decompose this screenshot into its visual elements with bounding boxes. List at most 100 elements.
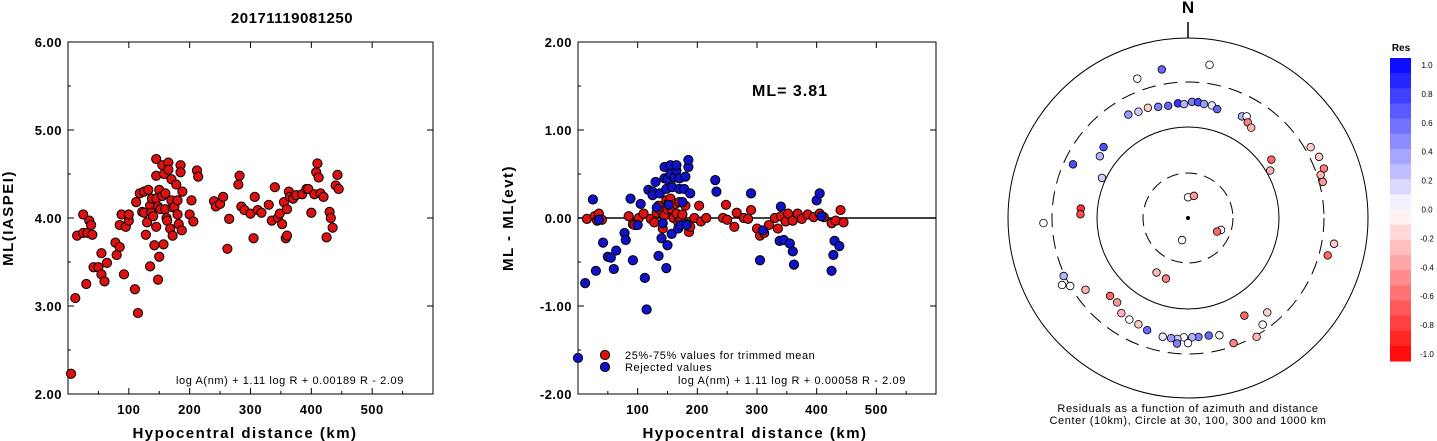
residual-vs-distance-panel: 100 200 300 400 500 -2.00 -1.00 0.00 1.00 2.00 ML… <box>500 35 937 441</box>
station-residual-marker <box>1124 110 1133 119</box>
ml-point <box>114 241 125 253</box>
station-residual-marker <box>1323 251 1332 260</box>
rejected-residual-point <box>663 199 674 210</box>
ml-point <box>163 164 174 175</box>
ml-point <box>141 217 153 228</box>
ml-point <box>87 229 98 240</box>
trimmed-residual-point <box>722 214 733 225</box>
station-residual-marker <box>1252 332 1261 342</box>
station-residual-marker <box>1134 107 1143 116</box>
station-residual-marker <box>1076 210 1085 219</box>
rejected-residual-point <box>632 219 643 231</box>
station-residual-marker <box>1117 308 1126 318</box>
ml-y-tick-label: 6.00 <box>35 35 62 50</box>
station-residual-marker <box>1267 155 1276 164</box>
colorbar-swatch <box>1390 300 1411 317</box>
map-caption-line2: Center (10km), Circle at 30, 100, 300 an… <box>1049 415 1326 427</box>
ml-point <box>172 195 183 206</box>
ml-point <box>81 278 92 290</box>
station-residual-marker <box>1179 99 1189 109</box>
colorbar-swatch <box>1390 315 1411 332</box>
colorbar-tick-label: 0.6 <box>1421 119 1433 128</box>
ring-1000km <box>1007 37 1369 399</box>
residual-x-axis-label: Hypocentral distance (km) <box>642 425 867 441</box>
ml-point <box>131 197 142 208</box>
ml-point <box>248 233 259 244</box>
colorbar-swatch <box>1390 254 1411 271</box>
ml-point <box>99 276 110 287</box>
station-residual-marker <box>1095 152 1105 161</box>
figure-title: 20171119081250 <box>231 10 353 27</box>
ml-point <box>222 243 233 254</box>
trimmed-residual-point <box>838 217 849 228</box>
residual-x-tick-label: 400 <box>805 402 828 417</box>
residual-y-tick-label: 2.00 <box>545 35 572 50</box>
station-residual-marker <box>1112 298 1122 307</box>
station-residual-marker <box>1143 103 1153 112</box>
colorbar-tick-label: 0.4 <box>1421 148 1433 157</box>
station-residual-marker <box>1215 331 1224 340</box>
ml-point <box>149 240 160 251</box>
ring-30km <box>1142 172 1234 264</box>
ml-point <box>332 169 343 180</box>
rejected-residual-point <box>593 214 604 225</box>
ring-100km <box>1096 126 1280 310</box>
station-residual-marker <box>1189 191 1199 201</box>
colorbar-tick-label: -0.6 <box>1420 292 1434 301</box>
station-residual-marker <box>1059 271 1068 281</box>
station-residual-marker <box>1158 332 1167 341</box>
ml-point <box>233 179 244 190</box>
ml-y-tick-label: 2.00 <box>35 387 62 402</box>
rejected-residual-point <box>757 225 769 236</box>
ml-point <box>256 207 267 218</box>
rejected-residual-point <box>754 255 766 266</box>
rejected-residual-point <box>662 240 673 251</box>
colorbar-swatch <box>1390 345 1411 362</box>
rejected-residual-point <box>605 252 616 263</box>
ml-point <box>186 195 197 206</box>
rejected-residual-point <box>627 255 638 266</box>
colorbar-swatch <box>1390 270 1411 286</box>
station-residual-marker <box>1247 123 1256 132</box>
colorbar-swatch <box>1390 148 1411 165</box>
ml-point <box>151 153 162 165</box>
rejected-residual-point <box>580 278 591 289</box>
station-residual-marker <box>1057 280 1067 290</box>
trimmed-residual-point <box>772 223 783 234</box>
ml-point <box>140 229 151 240</box>
colorbar-tick-label: 0.8 <box>1421 90 1433 99</box>
residual-x-tick-label: 500 <box>865 402 888 417</box>
colorbar-tick-label: 0.2 <box>1421 177 1433 186</box>
ml-point <box>281 230 293 241</box>
epicenter-marker <box>1186 216 1190 220</box>
colorbar-tick-label: 0.0 <box>1421 206 1433 215</box>
ml-point <box>274 208 285 219</box>
station-residual-marker <box>1157 65 1167 74</box>
colorbar-swatch <box>1390 194 1411 210</box>
rejected-residual-point <box>620 234 631 246</box>
station-residual-marker <box>1258 320 1267 329</box>
residual-x-tick-label: 300 <box>745 402 768 417</box>
residual-y-axis-label: ML - ML(evt) <box>500 165 517 271</box>
ml-x-tick-label: 500 <box>361 402 384 417</box>
ml-y-axis-label: ML(IASPEI) <box>0 170 17 266</box>
ml-point <box>277 219 288 230</box>
station-residual-marker <box>1161 274 1171 283</box>
rejected-residual-point <box>666 228 677 239</box>
rejected-residual-point <box>680 171 691 182</box>
ml-point <box>175 167 186 178</box>
rejected-residual-point <box>572 352 584 364</box>
rejected-residual-point <box>611 245 622 256</box>
colorbar-swatch <box>1390 330 1411 347</box>
station-residual-marker <box>1205 60 1214 70</box>
ml-point <box>188 216 199 227</box>
rejected-residual-point <box>816 211 827 222</box>
station-residual-marker <box>1081 285 1090 294</box>
residual-y-tick-label: -2.00 <box>540 387 572 402</box>
rejected-residual-point <box>683 154 694 166</box>
ml-point <box>123 209 134 220</box>
trimmed-residual-point <box>745 204 757 216</box>
colorbar-swatch <box>1390 285 1411 301</box>
colorbar-swatch <box>1390 103 1411 120</box>
